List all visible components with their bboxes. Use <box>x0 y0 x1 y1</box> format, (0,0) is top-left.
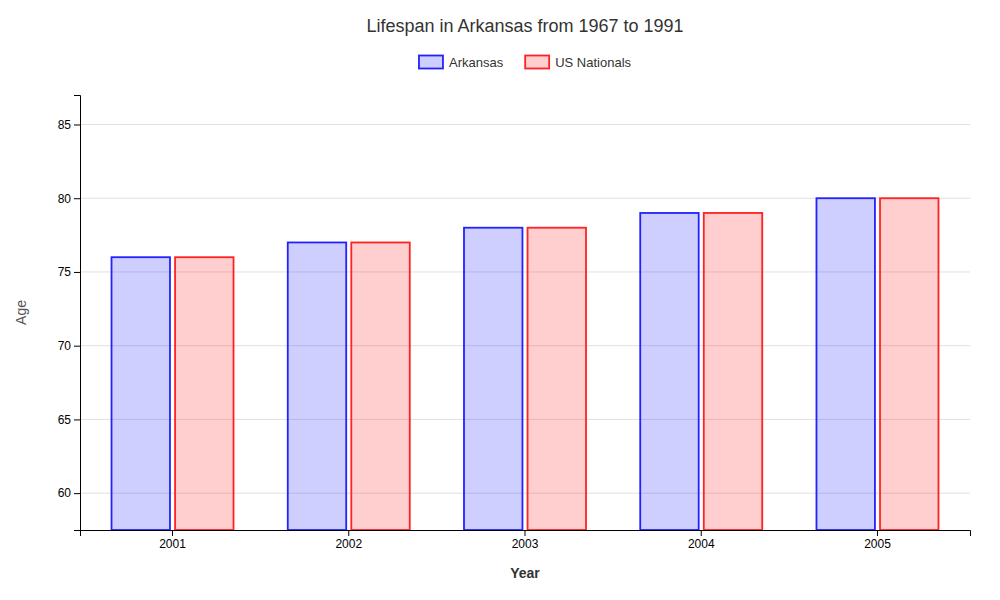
chart: 60 65 70 75 80 85 2001 2002 2003 2004 2005 Lifespan… <box>0 0 1000 600</box>
x-tick-label: 2004 <box>688 537 715 551</box>
y-tick: 65 <box>58 413 80 427</box>
x-tick: 2005 <box>864 530 891 551</box>
series-bars <box>175 198 938 530</box>
x-tick: 2002 <box>335 530 362 551</box>
series-bars <box>112 198 875 530</box>
x-axis-title: Year <box>510 565 540 581</box>
legend: Arkansas US Nationals <box>419 55 632 70</box>
legend-swatch <box>419 56 443 69</box>
bars <box>112 198 939 530</box>
y-axis-title: Age <box>13 300 29 325</box>
x-tick-label: 2005 <box>864 537 891 551</box>
legend-swatch <box>525 56 549 69</box>
y-tick-mark <box>74 419 80 420</box>
legend-label: Arkansas <box>449 55 504 70</box>
bar <box>528 228 586 530</box>
y-tick-mark <box>74 346 80 347</box>
bar <box>112 257 170 530</box>
grid-line <box>80 124 970 125</box>
legend-item: Arkansas <box>419 55 504 70</box>
x-tick-label: 2001 <box>159 537 186 551</box>
bar <box>640 213 698 530</box>
y-tick: 60 <box>58 486 80 500</box>
y-tick-mark <box>74 493 80 494</box>
x-tick-mark <box>525 530 526 536</box>
y-tick-label: 80 <box>58 192 72 206</box>
x-tick: 2004 <box>688 530 715 551</box>
x-tick: 2003 <box>512 530 539 551</box>
bar <box>816 198 874 530</box>
y-tick: 75 <box>58 265 80 279</box>
y-tick-mark <box>74 198 80 199</box>
bar <box>464 228 522 530</box>
x-axis-line <box>81 531 971 537</box>
bar <box>288 242 346 530</box>
x-axis: 2001 2002 2003 2004 2005 <box>81 530 971 551</box>
y-axis-line <box>74 96 81 531</box>
y-tick-label: 65 <box>58 413 72 427</box>
y-tick-label: 60 <box>58 486 72 500</box>
x-tick-mark <box>701 530 702 536</box>
title: Lifespan in Arkansas from 1967 to 1991 <box>366 16 683 36</box>
y-axis: 60 65 70 75 80 85 <box>58 96 81 531</box>
y-tick-label: 70 <box>58 339 72 353</box>
y-tick-label: 85 <box>58 118 72 132</box>
legend-label: US Nationals <box>555 55 631 70</box>
bar <box>351 242 409 530</box>
bar <box>880 198 938 530</box>
x-tick-mark <box>348 530 349 536</box>
x-tick-mark <box>172 530 173 536</box>
y-tick-label: 75 <box>58 265 72 279</box>
y-tick: 80 <box>58 192 80 206</box>
bar <box>704 213 762 530</box>
x-tick-mark <box>877 530 878 536</box>
y-tick: 85 <box>58 118 80 132</box>
x-tick-label: 2003 <box>512 537 539 551</box>
x-tick: 2001 <box>159 530 186 551</box>
y-tick: 70 <box>58 339 80 353</box>
legend-item: US Nationals <box>525 55 631 70</box>
plot-area: 60 65 70 75 80 85 2001 2002 2003 2004 2005 <box>58 96 971 551</box>
y-tick-mark <box>74 124 80 125</box>
x-tick-label: 2002 <box>335 537 362 551</box>
bar <box>175 257 233 530</box>
y-tick-mark <box>74 272 80 273</box>
